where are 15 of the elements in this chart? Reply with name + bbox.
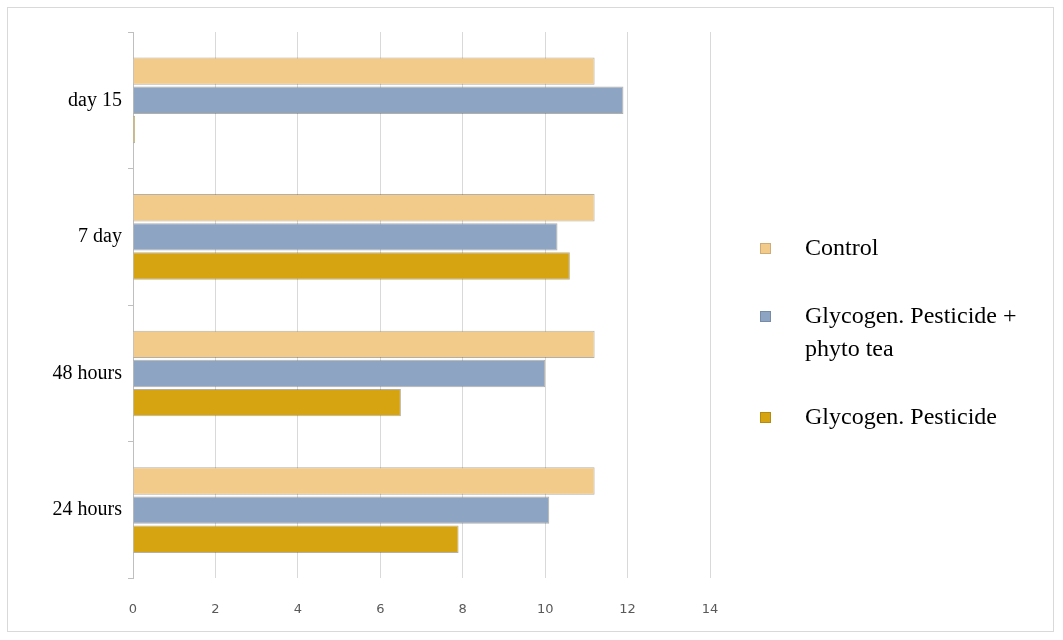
legend-label: Glycogen. Pesticide + phyto tea [805,300,1018,364]
y-tick-label: 48 hours [52,360,123,383]
x-tick-label: 2 [211,600,220,616]
x-tick-label: 8 [458,600,467,616]
x-tick-label: 12 [619,600,636,616]
x-tick-label: 10 [536,600,554,616]
x-tick-label: 0 [128,600,138,616]
y-tick-label: 7 day [78,224,122,248]
x-tick-label: 14 [701,600,719,616]
x-tick-label: 6 [376,600,385,616]
y-tick-label: 24 hours [52,497,123,520]
legend-label: Control [805,233,880,262]
x-tick-label: 4 [293,600,302,616]
y-tick-label: day 15 [68,87,122,111]
legend-label: Glycogen. Pesticide [805,401,998,431]
